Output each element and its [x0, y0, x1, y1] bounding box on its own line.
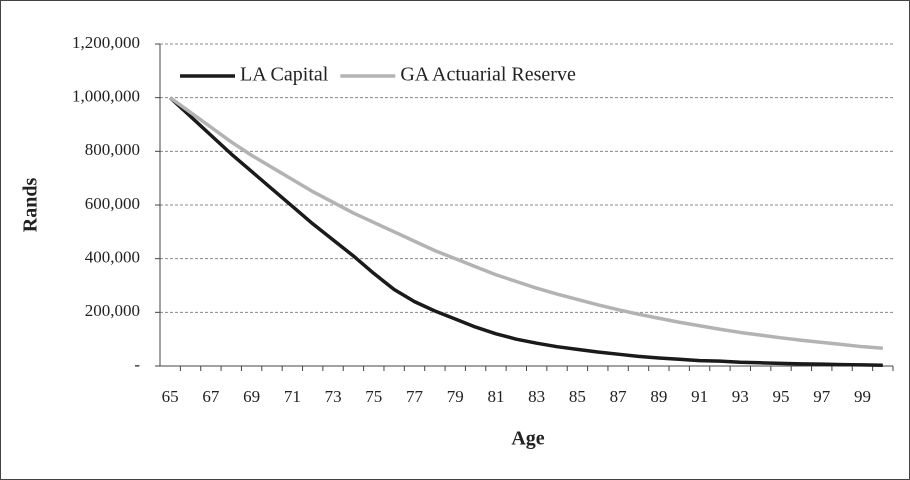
x-tick-label: 85	[569, 387, 586, 406]
legend-label: GA Actuarial Reserve	[400, 64, 576, 86]
series-line	[169, 96, 883, 351]
x-tick-label: 89	[650, 387, 667, 406]
x-tick-label: 91	[691, 387, 708, 406]
y-tick-label: 800,000	[85, 140, 140, 159]
y-tick-label: 400,000	[85, 248, 140, 267]
x-tick-label: 97	[813, 387, 831, 406]
x-tick-label: 67	[202, 387, 220, 406]
x-tick-label: 93	[732, 387, 749, 406]
x-tick-label: 95	[773, 387, 790, 406]
y-tick-label: 600,000	[85, 194, 140, 213]
x-axis-title: Age	[511, 428, 544, 450]
x-tick-label: 83	[528, 387, 545, 406]
x-tick-label: 69	[243, 387, 260, 406]
x-tick-label: 99	[854, 387, 871, 406]
y-tick-label: -	[134, 355, 140, 374]
y-axis-title: Rands	[20, 178, 42, 233]
x-tick-label: 81	[487, 387, 504, 406]
legend-label: LA Capital	[240, 64, 329, 86]
series-line	[168, 96, 883, 367]
x-tick-label: 87	[610, 387, 628, 406]
x-tick-label: 75	[365, 387, 382, 406]
y-tick-label: 1,200,000	[72, 33, 140, 52]
x-tick-label: 79	[447, 387, 464, 406]
y-tick-label: 200,000	[85, 301, 140, 320]
x-tick-label: 71	[284, 387, 301, 406]
y-tick-label: 1,000,000	[72, 87, 140, 106]
x-tick-label: 65	[162, 387, 179, 406]
x-tick-label: 73	[325, 387, 342, 406]
x-tick-label: 77	[406, 387, 424, 406]
